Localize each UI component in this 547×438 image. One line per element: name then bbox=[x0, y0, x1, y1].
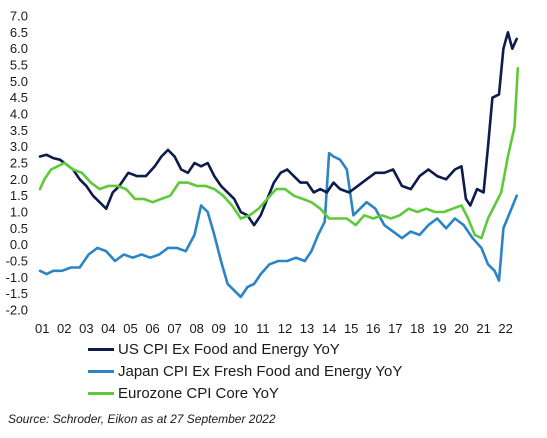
legend-swatch-japan bbox=[88, 369, 114, 373]
x-tick-label: 01 bbox=[35, 321, 49, 336]
line-chart: 7.06.56.05.55.04.54.03.53.02.52.01.51.00… bbox=[6, 9, 520, 336]
x-tick-label: 20 bbox=[454, 321, 468, 336]
source-note: Source: Schroder, Eikon as at 27 Septemb… bbox=[8, 412, 276, 426]
legend-label-japan: Japan CPI Ex Fresh Food and Energy YoY bbox=[118, 362, 403, 380]
y-tick-label: 4.0 bbox=[10, 107, 28, 122]
x-tick-label: 03 bbox=[79, 321, 93, 336]
y-tick-label: 4.5 bbox=[10, 90, 28, 105]
y-tick-label: 6.0 bbox=[10, 41, 28, 56]
x-tick-label: 13 bbox=[300, 321, 314, 336]
series-lines bbox=[38, 30, 520, 299]
y-tick-label: -0.5 bbox=[6, 254, 28, 269]
y-tick-label: 5.0 bbox=[10, 74, 28, 89]
y-tick-label: -2.0 bbox=[6, 303, 28, 318]
chart-legend: US CPI Ex Food and Energy YoY Japan CPI … bbox=[88, 338, 402, 404]
y-tick-label: 3.0 bbox=[10, 139, 28, 154]
x-tick-label: 12 bbox=[278, 321, 292, 336]
y-tick-label: 3.5 bbox=[10, 123, 28, 138]
x-tick-label: 04 bbox=[101, 321, 115, 336]
legend-label-eurozone: Eurozone CPI Core YoY bbox=[118, 384, 279, 402]
y-tick-label: 1.0 bbox=[10, 205, 28, 220]
series-line-eurozone bbox=[38, 67, 520, 240]
x-tick-label: 07 bbox=[167, 321, 181, 336]
series-line-us bbox=[38, 30, 518, 227]
legend-item-eurozone: Eurozone CPI Core YoY bbox=[88, 382, 402, 404]
y-tick-label: 0.5 bbox=[10, 221, 28, 236]
y-tick-label: 7.0 bbox=[10, 9, 28, 24]
x-tick-label: 15 bbox=[344, 321, 358, 336]
y-tick-label: 5.5 bbox=[10, 58, 28, 73]
y-tick-label: 2.5 bbox=[10, 156, 28, 171]
y-tick-label: -1.5 bbox=[6, 286, 28, 301]
x-tick-label: 05 bbox=[123, 321, 137, 336]
x-axis-tick-labels: 01 02 03 04 05 06 07 08 09 10 11 12 13 14 15 16 17 18 19 20… bbox=[35, 321, 513, 336]
y-tick-label: 1.5 bbox=[10, 188, 28, 203]
x-tick-label: 22 bbox=[498, 321, 512, 336]
x-tick-label: 06 bbox=[145, 321, 159, 336]
y-tick-label: 2.0 bbox=[10, 172, 28, 187]
legend-item-japan: Japan CPI Ex Fresh Food and Energy YoY bbox=[88, 360, 402, 382]
x-tick-label: 11 bbox=[256, 321, 270, 336]
y-tick-label: 0.0 bbox=[10, 237, 28, 252]
legend-label-us: US CPI Ex Food and Energy YoY bbox=[118, 340, 340, 358]
legend-swatch-us bbox=[88, 347, 114, 351]
x-tick-label: 02 bbox=[57, 321, 71, 336]
x-tick-label: 08 bbox=[189, 321, 203, 336]
series-line-japan bbox=[38, 151, 518, 299]
x-tick-label: 14 bbox=[322, 321, 336, 336]
x-tick-label: 16 bbox=[366, 321, 380, 336]
x-tick-label: 09 bbox=[212, 321, 226, 336]
y-tick-label: 6.5 bbox=[10, 25, 28, 40]
y-axis-tick-labels: 7.06.56.05.55.04.54.03.53.02.52.01.51.00… bbox=[6, 9, 28, 318]
x-tick-label: 21 bbox=[476, 321, 490, 336]
x-tick-label: 19 bbox=[432, 321, 446, 336]
x-tick-label: 17 bbox=[388, 321, 402, 336]
y-tick-label: -1.0 bbox=[6, 270, 28, 285]
legend-swatch-eurozone bbox=[88, 391, 114, 395]
x-tick-label: 18 bbox=[410, 321, 424, 336]
legend-item-us: US CPI Ex Food and Energy YoY bbox=[88, 338, 402, 360]
x-tick-label: 10 bbox=[234, 321, 248, 336]
